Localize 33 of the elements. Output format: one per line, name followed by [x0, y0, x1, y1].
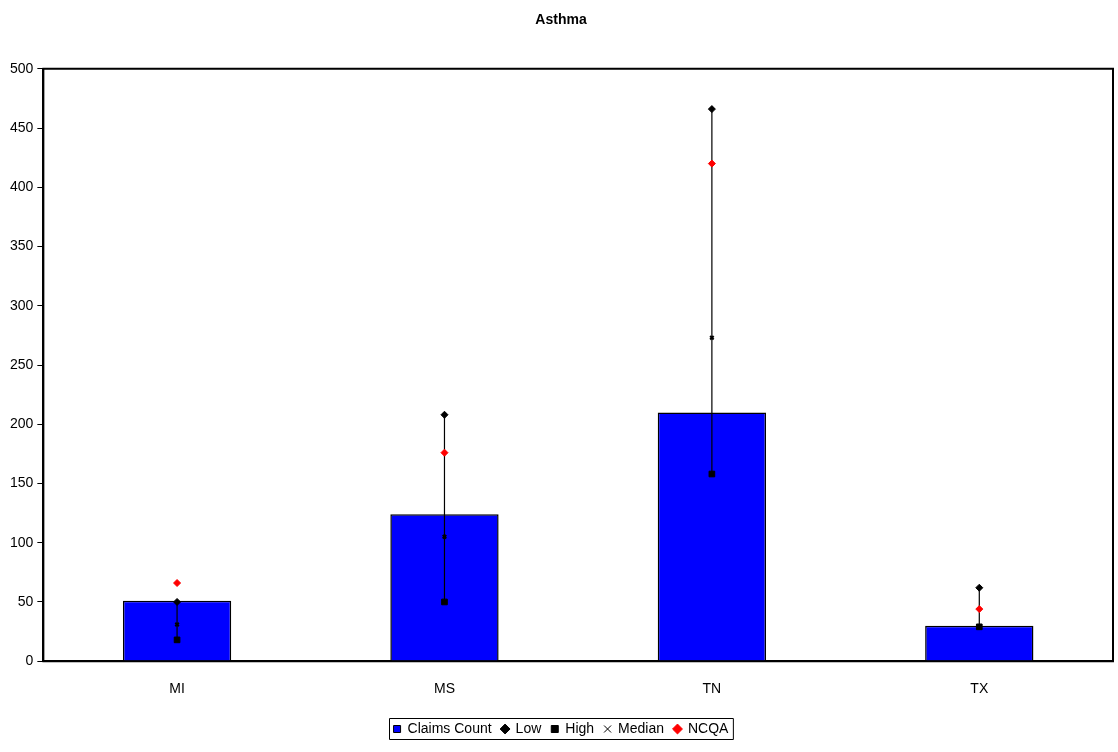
point	[975, 605, 984, 614]
legend-label: Claims Count	[407, 719, 492, 736]
y-tick-label: 400	[10, 178, 34, 195]
point	[441, 598, 448, 606]
x-tick-label: TX	[970, 680, 989, 697]
y-tick-label: 50	[17, 592, 34, 609]
y-tick-label: 100	[10, 533, 34, 550]
y-tick-label: 450	[10, 118, 34, 135]
point	[707, 105, 716, 114]
point	[440, 448, 449, 457]
y-tick-label: 350	[10, 237, 34, 254]
point	[440, 410, 449, 419]
point	[707, 159, 716, 168]
y-tick-label: 200	[10, 415, 34, 432]
x-tick-label: MI	[169, 680, 185, 697]
point	[975, 583, 984, 592]
y-tick-label: 300	[10, 296, 34, 313]
point	[173, 597, 182, 606]
y-tick-label: 150	[10, 474, 34, 491]
y-tick-label: 250	[10, 355, 34, 372]
point	[173, 579, 182, 587]
point	[173, 636, 181, 644]
legend-label: NCQA	[687, 719, 730, 736]
chart-title: Asthma	[535, 11, 587, 28]
x-tick-label: TN	[702, 680, 722, 697]
x-tick-label: MS	[433, 680, 455, 697]
y-tick-label: 0	[25, 652, 34, 669]
point	[975, 623, 983, 631]
legend-label: High	[565, 719, 595, 736]
legend-label: Low	[515, 719, 543, 736]
legend-label: Median	[618, 719, 664, 736]
point	[708, 470, 716, 478]
y-tick-label: 500	[10, 59, 34, 76]
